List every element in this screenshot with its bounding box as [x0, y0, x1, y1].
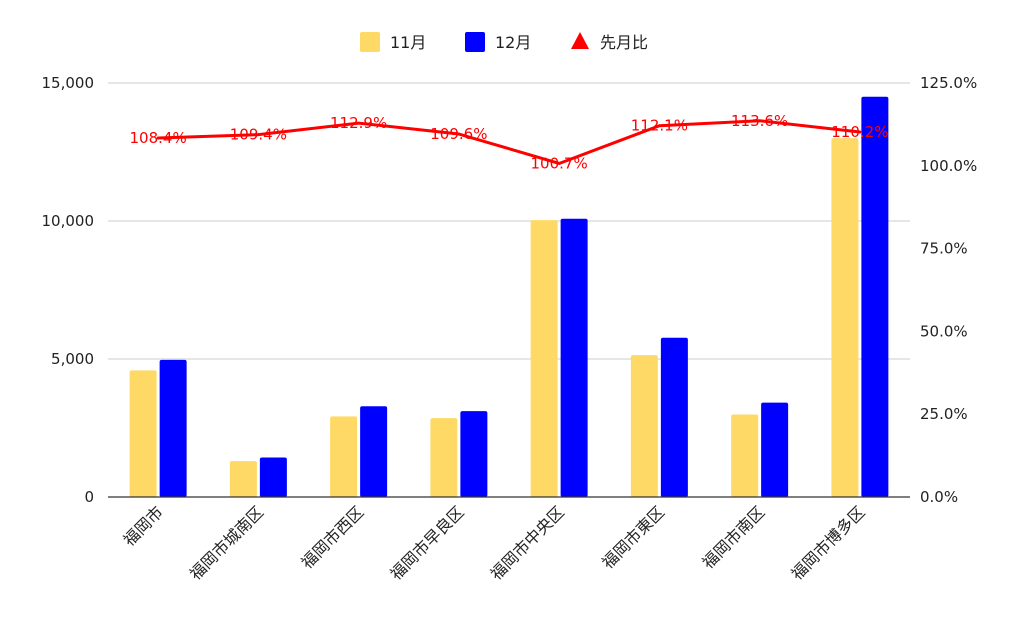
ratio-data-label: 110.2% — [831, 123, 888, 141]
bar-nov — [229, 461, 257, 497]
right-tick-label: 50.0% — [920, 322, 968, 340]
bar-dec — [460, 411, 488, 497]
bar-nov — [731, 414, 759, 497]
left-tick-label: 15,000 — [42, 74, 95, 92]
left-tick-label: 0 — [84, 488, 94, 506]
ratio-data-label: 109.6% — [430, 125, 487, 143]
bar-dec — [360, 406, 388, 497]
bar-nov — [330, 416, 358, 497]
right-tick-label: 100.0% — [920, 157, 977, 175]
category-label: 福岡市博多区 — [787, 502, 868, 583]
ratio-data-label: 112.1% — [631, 117, 688, 135]
legend-swatch — [360, 32, 380, 52]
ratio-data-label: 112.9% — [330, 114, 387, 132]
left-tick-label: 10,000 — [42, 212, 95, 230]
category-labels: 福岡市 福岡市城南区 福岡市西区 福岡市早良区 福岡市中央区 福岡市東区 福岡市南区 福岡市博… — [120, 502, 869, 583]
right-tick-label: 25.0% — [920, 405, 968, 423]
bar-nov — [831, 138, 859, 497]
category-label: 福岡市早良区 — [386, 502, 467, 583]
right-tick-label: 75.0% — [920, 240, 968, 258]
legend-swatch — [465, 32, 485, 52]
bar-nov — [630, 355, 658, 497]
legend-label: 12月 — [495, 33, 531, 52]
ratio-data-label: 113.6% — [731, 112, 788, 130]
category-label: 福岡市 — [120, 502, 167, 549]
legend: 11月 12月 先月比 — [360, 32, 648, 52]
bar-dec — [761, 402, 789, 497]
gridlines — [108, 82, 910, 360]
legend-label: 11月 — [390, 33, 426, 52]
bar-dec — [861, 96, 889, 498]
bar-nov — [530, 220, 558, 497]
bar-nov — [430, 418, 458, 497]
bar-nov — [129, 370, 157, 497]
legend-triangle-icon — [571, 32, 589, 49]
category-label: 福岡市中央区 — [487, 502, 568, 583]
right-tick-label: 125.0% — [920, 74, 977, 92]
category-label: 福岡市南区 — [698, 502, 768, 572]
right-tick-label: 0.0% — [920, 488, 958, 506]
category-label: 福岡市西区 — [297, 502, 367, 572]
left-tick-label: 5,000 — [51, 350, 94, 368]
ratio-line — [156, 119, 862, 165]
ratio-data-label: 100.7% — [531, 154, 588, 172]
ratio-data-label: 109.4% — [230, 126, 287, 144]
bar-dec — [159, 359, 187, 497]
legend-label: 先月比 — [600, 33, 648, 52]
category-label: 福岡市城南区 — [186, 502, 267, 583]
bar-dec — [259, 457, 287, 497]
right-axis-ticks: 0.0% 25.0% 50.0% 75.0% 100.0% 125.0% — [920, 74, 977, 506]
bars — [129, 96, 889, 498]
bar-dec — [660, 337, 688, 497]
category-label: 福岡市東区 — [598, 502, 668, 572]
ratio-data-label: 108.4% — [130, 129, 187, 147]
left-axis-ticks: 0 5,000 10,000 15,000 — [42, 74, 95, 506]
ratio-line-layer: 108.4% 109.4% 112.9% 109.6% 100.7% 112.1% 113.… — [130, 112, 889, 173]
bar-dec — [560, 218, 588, 498]
